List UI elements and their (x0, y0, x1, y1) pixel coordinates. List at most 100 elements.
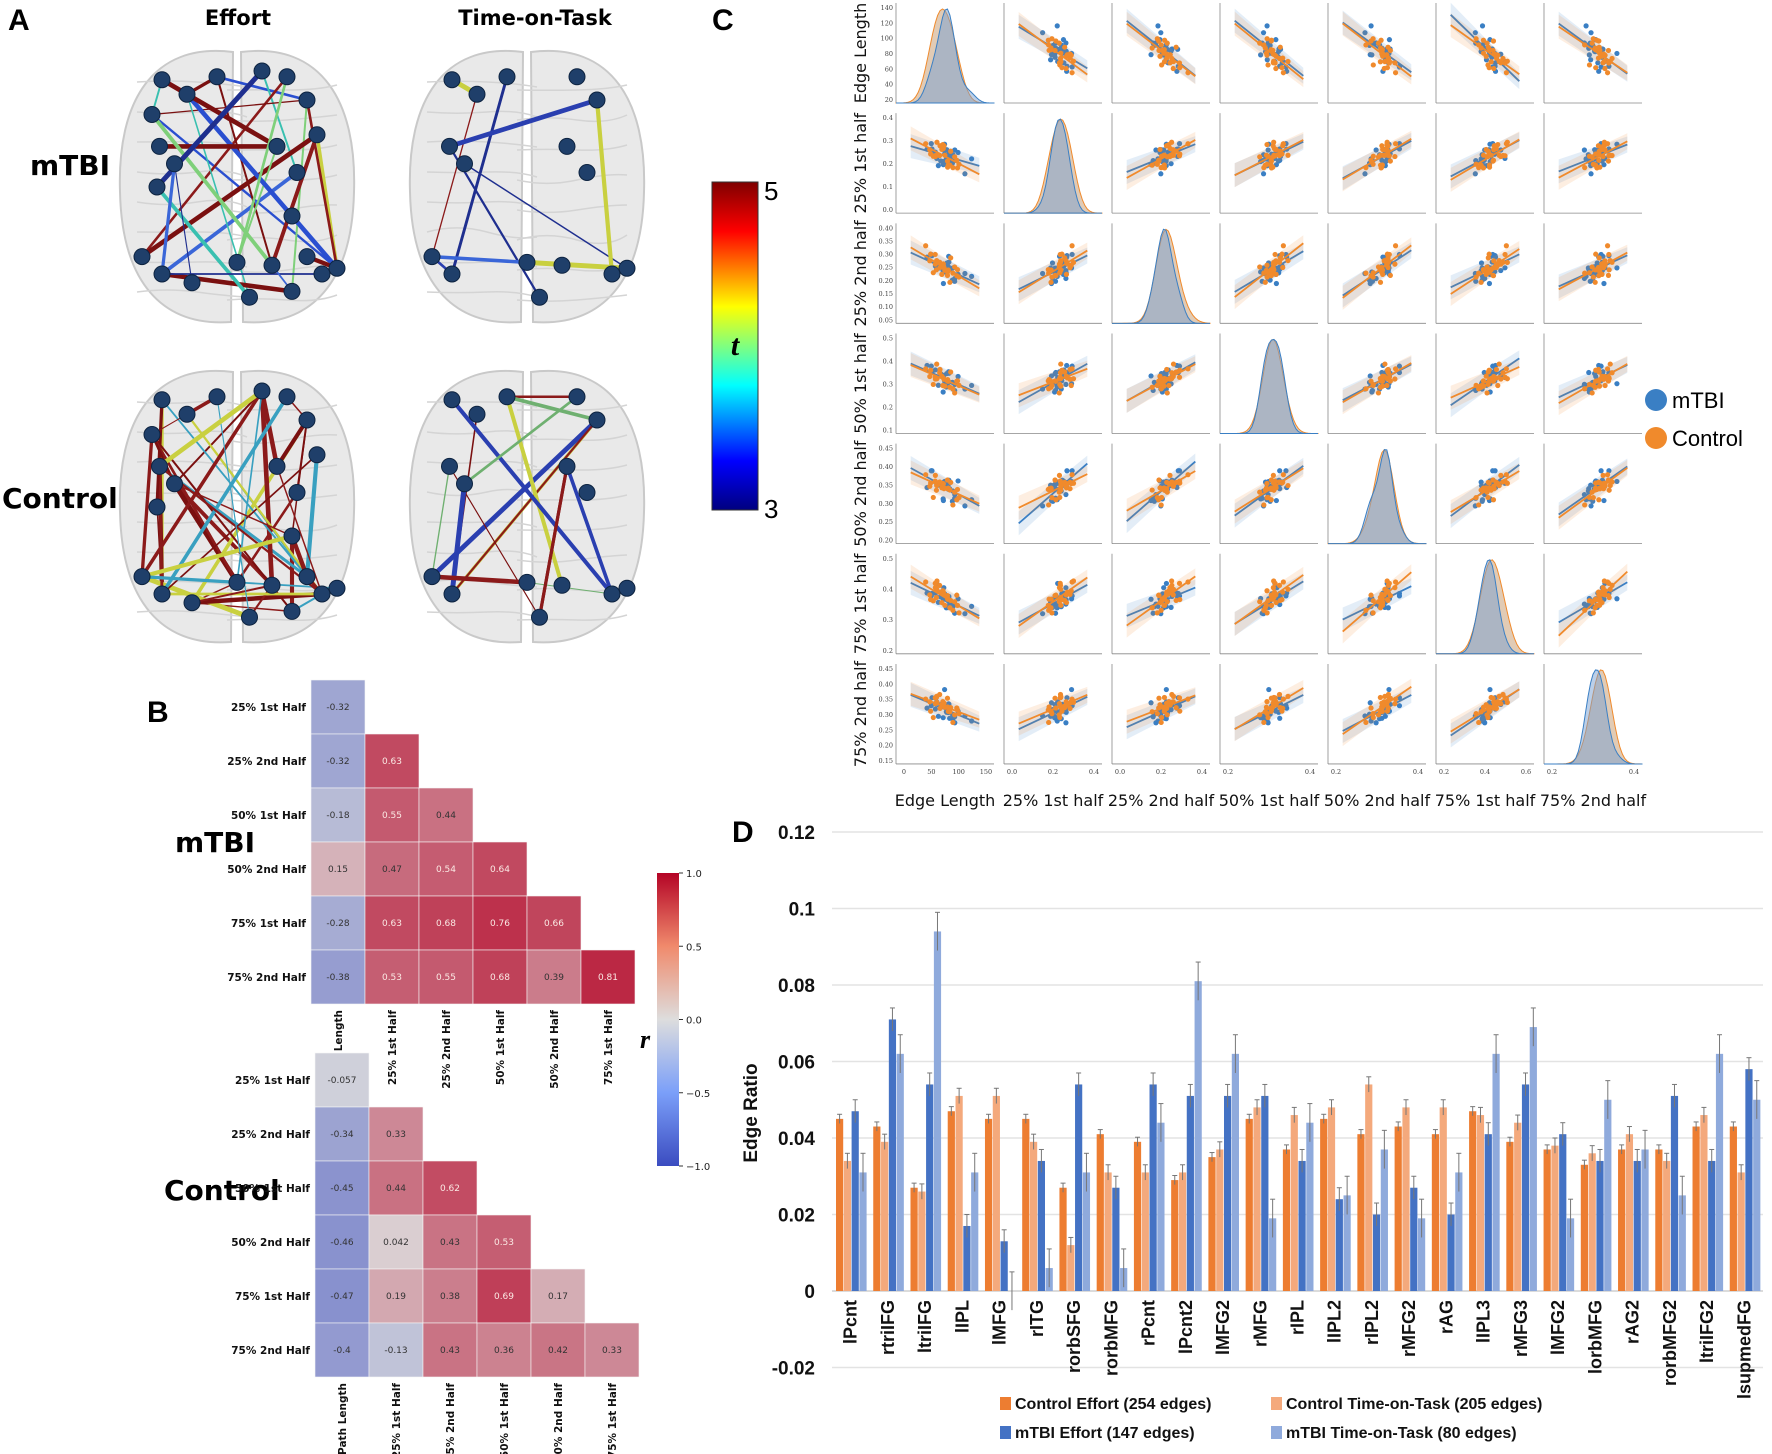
category-label: rMFG2 (1399, 1300, 1419, 1357)
scatter-point-control (1169, 582, 1175, 589)
x-tick-label: 0.4 (1480, 768, 1490, 776)
scatter-point-control (1268, 602, 1275, 608)
r-colorbar-tick-label: −1.0 (686, 1162, 710, 1173)
scatter-point-mtbi (1063, 585, 1069, 591)
scatter-point-control (930, 381, 936, 388)
scatter-point-control (1272, 251, 1278, 258)
scatter-point-control (1285, 58, 1291, 65)
scatter-point-control (1277, 44, 1283, 50)
brain-networks (118, 49, 646, 644)
scatter-point-control (1257, 154, 1263, 160)
network-node (133, 568, 151, 586)
heatmap-cell (472, 949, 528, 1005)
bar (1529, 1027, 1537, 1291)
scatter-point-control (930, 714, 936, 721)
scatter-point-control (1068, 382, 1074, 389)
heatmap-cell (422, 1268, 478, 1324)
scatter-point-control (1498, 472, 1504, 478)
scatter-point-control (1485, 44, 1491, 50)
scatter-point-control (1156, 477, 1162, 483)
brain-gyrus (226, 144, 338, 151)
scatter-point-control (1478, 162, 1484, 168)
category-label: rIPL (1288, 1300, 1308, 1335)
pair-cell (1003, 3, 1102, 104)
network-node (148, 498, 166, 516)
scatter-point-mtbi (1277, 715, 1283, 721)
scatter-point-control (1500, 691, 1506, 698)
regression-line-mtbi (1018, 584, 1088, 624)
scatter-point-control (1285, 482, 1291, 489)
regression-line-control (1234, 574, 1304, 625)
network-node (298, 248, 316, 266)
scatter-point-mtbi (1265, 147, 1271, 153)
legend-label-mtbi: mTBI (1672, 388, 1725, 413)
scatter-point-control (1053, 38, 1059, 44)
scatter-point-control (1176, 374, 1183, 380)
scatter-point-mtbi (1260, 30, 1267, 36)
scatter-point-mtbi (932, 367, 938, 373)
scatter-point-control (1503, 70, 1509, 76)
scatter-point-mtbi (1054, 605, 1060, 611)
scatter-point-control (1279, 65, 1285, 71)
scatter-point-control (1154, 711, 1160, 717)
scatter-point-mtbi (1054, 23, 1060, 29)
scatter-point-mtbi (1581, 147, 1587, 153)
network-node (456, 475, 473, 493)
network-node (148, 178, 166, 196)
scatter-point-mtbi (962, 611, 968, 617)
scatter-point-control (1368, 378, 1374, 384)
scatter-point-mtbi (1601, 280, 1607, 287)
t-colorbar (711, 181, 759, 511)
pair-cell (1435, 443, 1534, 545)
network-edge (139, 132, 320, 259)
heatmap-value: 0.76 (490, 919, 510, 929)
scatter-point-control (948, 369, 954, 375)
x-tick-label: 0.0 (1115, 768, 1125, 776)
network-node (603, 265, 621, 283)
pair-cell (1003, 333, 1102, 434)
scatter-point-control (933, 267, 940, 273)
scatter-point-control (1056, 472, 1063, 478)
bar (1104, 1172, 1112, 1291)
bar (1514, 1122, 1522, 1291)
bar (1588, 1153, 1596, 1291)
network-node (228, 253, 246, 271)
regression-line-control (1018, 694, 1088, 725)
network-node (278, 68, 296, 86)
bar (1000, 1241, 1008, 1291)
regression-ci-band (1450, 13, 1520, 83)
y-tick-label: 0.40 (879, 224, 893, 232)
pair-column-label: 75% 1st half (1435, 791, 1536, 810)
regression-line-control (1558, 25, 1628, 74)
heatmap-value: 0.64 (490, 865, 510, 875)
scatter-point-control (1067, 265, 1073, 271)
scatter-point-control (1604, 366, 1611, 372)
pair-cell (1327, 553, 1426, 655)
regression-ci-band (1342, 237, 1412, 310)
bar (836, 1118, 844, 1291)
pair-column-label: 25% 1st half (1003, 791, 1104, 810)
scatter-point-control (1067, 705, 1073, 712)
scatter-point-control (1265, 714, 1271, 721)
scatter-point-control (1053, 497, 1059, 503)
network-edge (140, 574, 239, 585)
scatter-point-control (1268, 157, 1274, 163)
scatter-point-control (954, 165, 961, 171)
scatter-point-control (923, 579, 929, 585)
bar (1670, 1095, 1679, 1291)
scatter-point-control (1067, 591, 1073, 597)
scatter-point-mtbi (935, 382, 941, 388)
network-edge (449, 481, 467, 597)
heatmap-cell (364, 841, 420, 897)
scatter-point-mtbi (1069, 468, 1075, 474)
scatter-point-control (1590, 495, 1596, 501)
bar (888, 1019, 897, 1291)
heatmap-cell (314, 1106, 370, 1162)
scatter-point-control (1158, 607, 1164, 613)
x-tick-label: 0.2 (1223, 768, 1233, 776)
scatter-point-control (1385, 143, 1391, 149)
pair-cell (1543, 113, 1642, 214)
regression-ci-band (1342, 130, 1412, 192)
scatter-point-control (1480, 37, 1487, 43)
r-colorbar-ticks: 1.0 0.5 0.0 −0.5 −1.0 (679, 869, 710, 1173)
